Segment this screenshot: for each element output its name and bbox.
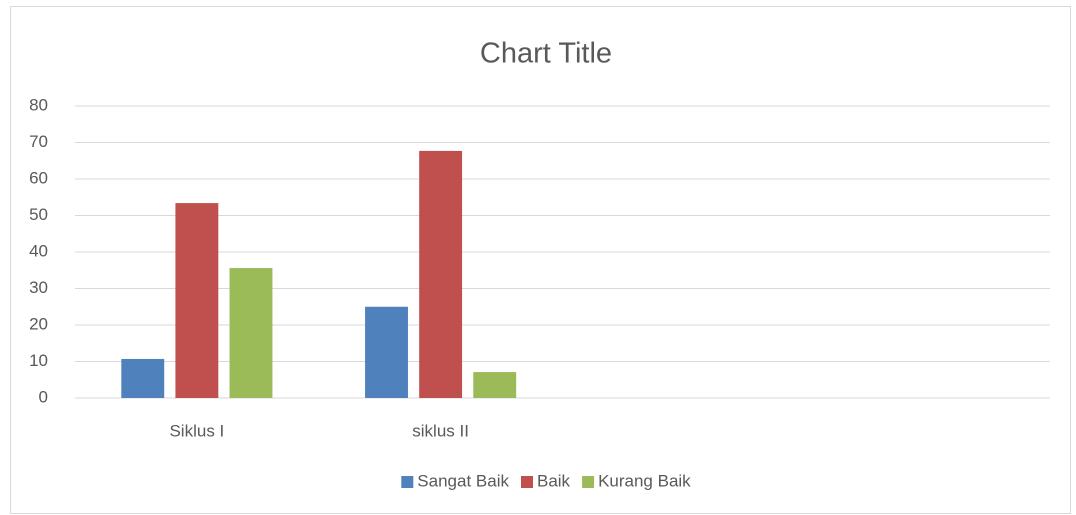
legend-label: Kurang Baik (598, 471, 691, 490)
bar (229, 268, 273, 398)
y-tick-label: 0 (39, 387, 48, 406)
legend-label: Sangat Baik (417, 471, 509, 490)
legend-label: Baik (537, 471, 571, 490)
x-tick-label: Siklus I (169, 421, 224, 440)
legend-swatch (520, 476, 533, 488)
bar (419, 150, 463, 398)
bar (175, 203, 219, 398)
y-tick-label: 60 (29, 168, 48, 187)
y-tick-label: 30 (29, 278, 48, 297)
chart-title: Chart Title (480, 38, 612, 70)
bar (365, 306, 408, 398)
y-tick-label: 40 (29, 241, 48, 260)
y-tick-label: 50 (29, 205, 48, 224)
bar (121, 358, 165, 398)
y-tick-label: 10 (29, 351, 48, 370)
y-tick-label: 80 (29, 95, 48, 114)
bar (473, 372, 517, 398)
legend-swatch (401, 476, 414, 488)
legend-swatch (582, 476, 595, 488)
x-tick-label: siklus II (412, 421, 469, 440)
y-tick-label: 20 (29, 314, 48, 333)
y-tick-label: 70 (29, 132, 48, 151)
